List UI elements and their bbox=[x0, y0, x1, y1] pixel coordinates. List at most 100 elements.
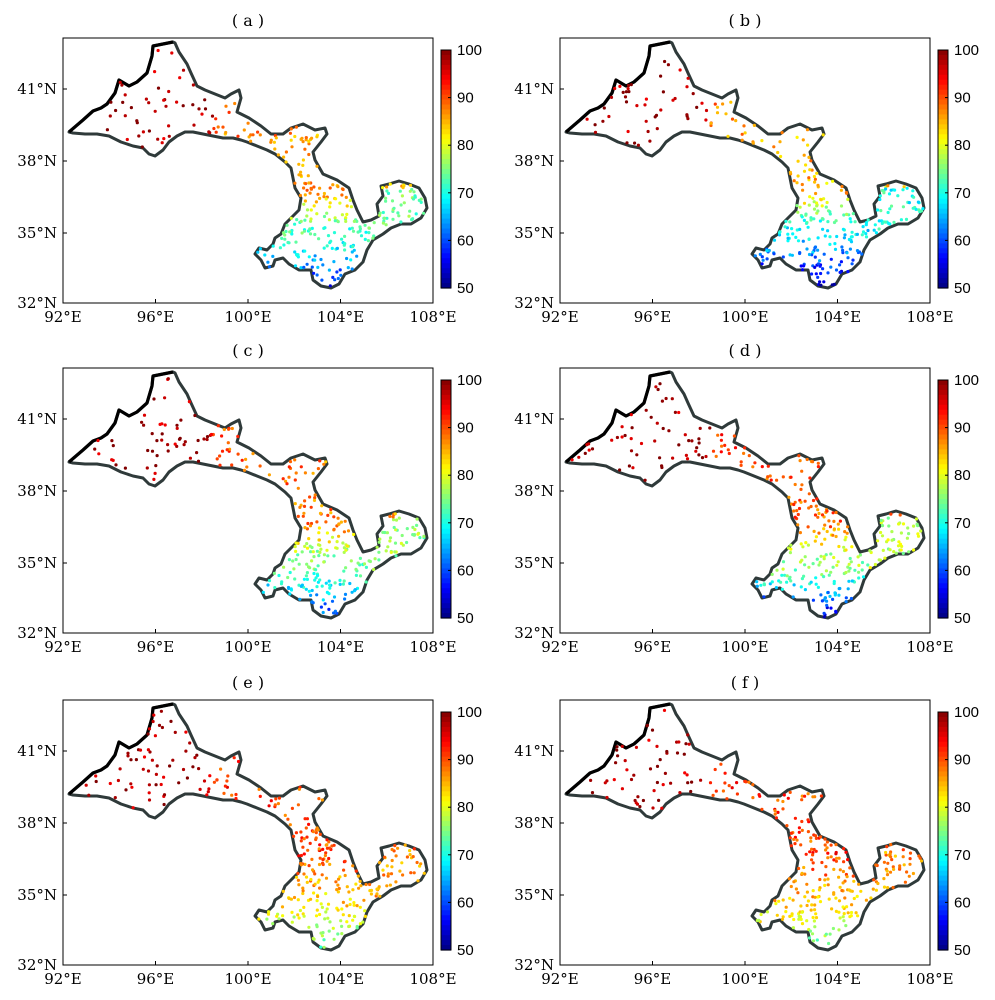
station-point bbox=[146, 769, 151, 773]
station-point bbox=[814, 576, 818, 580]
station-point bbox=[709, 121, 713, 125]
station-point bbox=[351, 864, 355, 868]
station-point bbox=[203, 107, 208, 111]
colorbar-segment bbox=[441, 198, 451, 205]
colorbar-segment bbox=[938, 89, 948, 96]
station-point bbox=[393, 550, 397, 554]
station-point bbox=[812, 529, 816, 534]
station-point bbox=[389, 550, 393, 555]
station-point bbox=[811, 867, 815, 872]
station-point bbox=[281, 914, 285, 918]
colorbar-segment bbox=[441, 741, 451, 748]
x-tick-label: 108°E bbox=[409, 638, 456, 656]
station-point bbox=[191, 103, 195, 107]
station-point bbox=[162, 775, 166, 779]
station-point bbox=[348, 198, 352, 202]
station-point bbox=[605, 779, 609, 783]
station-point bbox=[126, 751, 130, 755]
station-point bbox=[269, 799, 273, 803]
station-point bbox=[907, 550, 911, 554]
station-point bbox=[282, 565, 286, 569]
colorbar-segment bbox=[938, 816, 948, 822]
station-point bbox=[246, 121, 250, 125]
station-point bbox=[346, 266, 350, 270]
station-point bbox=[322, 938, 326, 942]
station-point bbox=[790, 227, 794, 231]
station-point bbox=[620, 744, 624, 749]
station-point bbox=[844, 850, 848, 854]
colorbar-segment bbox=[441, 119, 451, 125]
station-point bbox=[364, 565, 368, 570]
station-point bbox=[786, 239, 790, 243]
colorbar-segment bbox=[938, 850, 948, 857]
station-point bbox=[587, 448, 591, 452]
station-point bbox=[294, 541, 298, 545]
station-point bbox=[739, 460, 743, 464]
station-point bbox=[345, 920, 349, 924]
station-point bbox=[318, 886, 322, 890]
station-point bbox=[912, 195, 916, 199]
station-point bbox=[810, 932, 815, 936]
colorbar-segment bbox=[938, 64, 948, 71]
station-point bbox=[783, 573, 787, 577]
station-point bbox=[788, 170, 793, 174]
station-point bbox=[842, 545, 846, 549]
station-point bbox=[781, 475, 785, 479]
station-point bbox=[775, 568, 779, 572]
station-point bbox=[285, 223, 289, 227]
station-point bbox=[340, 237, 344, 241]
station-point bbox=[348, 581, 352, 586]
station-point bbox=[776, 150, 780, 155]
station-point bbox=[323, 602, 327, 606]
station-point bbox=[807, 155, 811, 159]
panel-label: ( c ) bbox=[232, 341, 264, 360]
station-point bbox=[852, 896, 856, 901]
station-point bbox=[347, 914, 351, 918]
station-point bbox=[408, 189, 412, 193]
station-point bbox=[147, 791, 151, 795]
colorbar-segment bbox=[441, 523, 451, 530]
colorbar-segment bbox=[441, 726, 451, 733]
station-point bbox=[796, 210, 800, 214]
station-point bbox=[207, 787, 211, 791]
colorbar-segment bbox=[938, 459, 948, 465]
station-point bbox=[673, 410, 678, 414]
station-point bbox=[381, 221, 385, 225]
station-point bbox=[811, 915, 815, 920]
station-point bbox=[328, 583, 332, 587]
y-tick-label: 32°N bbox=[17, 294, 57, 312]
station-point bbox=[837, 587, 841, 591]
station-point bbox=[293, 545, 297, 549]
station-point bbox=[806, 830, 811, 834]
colorbar-segment bbox=[441, 518, 451, 525]
station-point bbox=[774, 902, 778, 906]
station-point bbox=[87, 793, 91, 797]
station-point bbox=[751, 465, 755, 469]
station-point bbox=[411, 525, 415, 530]
station-point bbox=[330, 246, 334, 250]
colorbar-segment bbox=[441, 434, 451, 441]
colorbar-segment bbox=[938, 588, 948, 594]
station-point bbox=[337, 534, 341, 538]
station-point bbox=[200, 112, 204, 116]
colorbar-segment bbox=[938, 503, 948, 510]
station-point bbox=[305, 546, 310, 550]
station-point bbox=[196, 438, 200, 443]
station-point bbox=[840, 888, 844, 893]
station-point bbox=[160, 725, 164, 730]
station-point bbox=[156, 137, 160, 141]
station-point bbox=[281, 889, 285, 894]
station-point bbox=[350, 590, 354, 594]
station-point bbox=[318, 511, 323, 515]
colorbar-segment bbox=[938, 494, 948, 500]
station-point bbox=[797, 866, 801, 871]
station-point bbox=[846, 587, 850, 591]
station-point bbox=[792, 502, 796, 507]
station-point bbox=[666, 63, 671, 67]
station-point bbox=[258, 247, 262, 251]
colorbar-segment bbox=[938, 558, 948, 565]
station-point bbox=[825, 200, 829, 205]
x-tick-label: 104°E bbox=[814, 308, 861, 326]
y-tick-label: 32°N bbox=[17, 624, 57, 642]
station-point bbox=[310, 559, 314, 563]
